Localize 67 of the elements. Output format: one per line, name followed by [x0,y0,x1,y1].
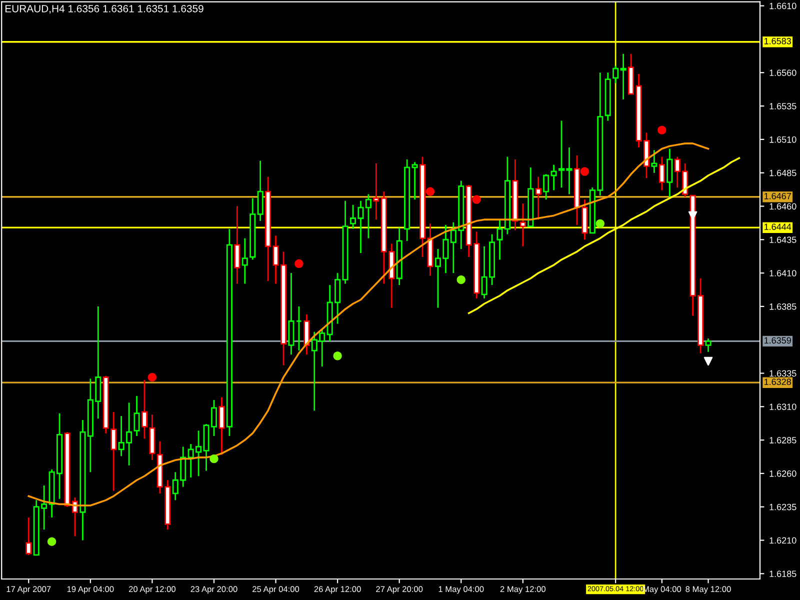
point [294,259,304,268]
x-tick-label: 25 Apr 04:00 [252,586,300,594]
y-tick-label: 1.6185 [770,570,796,578]
candlestick [141,379,148,440]
ref-line-label: 1.6328 [764,378,792,386]
x-tick-label: 8 May 12:00 [686,586,731,594]
ref-line-label: 1.6359 [764,337,791,344]
candlestick [705,338,712,353]
y-tick-label: 1.6260 [770,470,796,477]
chart-title: EURAUD,H4 1.6356 1.6361 1.6351 1.6359 [5,4,204,14]
point [658,126,666,134]
ref-line-label: 1.6583 [764,38,792,44]
candlestick [543,173,550,200]
y-tick-label: 1.6535 [770,102,796,110]
x-tick-label: 1 May 04:00 [438,586,484,594]
x-tick-label: 17 Apr 2007 [6,586,51,594]
candlestick [496,218,503,260]
candlestick [651,149,658,174]
candlestick [666,148,673,198]
y-tick-label: 1.6335 [770,370,796,377]
point [148,372,157,382]
candlestick [365,194,372,239]
candlestick [110,411,117,492]
candlestick [412,161,418,200]
y-tick-label: 1.6310 [770,404,796,410]
point [704,356,713,366]
x-tick-label: 26 Apr 12:00 [314,586,361,594]
point [47,537,56,546]
candlestick [373,162,380,220]
ref-line-label: 1.6444 [764,224,792,230]
point [580,167,590,176]
y-tick-label: 1.6435 [770,236,796,243]
candlestick [658,156,665,191]
point [333,352,342,360]
x-tick-label: 27 Apr 20:00 [376,586,423,594]
candlestick [535,176,542,220]
x-tick-label: 23 Apr 20:00 [190,586,238,594]
y-tick-label: 1.6235 [770,504,796,510]
point [456,275,466,284]
candlestick [134,395,140,437]
point [426,187,435,196]
candlestick [26,516,32,556]
y-tick-label: 1.6510 [770,136,796,143]
candlestick [218,396,225,456]
candlestick [620,53,626,100]
y-tick-label: 1.6560 [770,70,796,76]
y-tick-label: 1.6385 [770,303,796,310]
candlestick [296,306,302,352]
point [596,219,605,228]
y-tick-label: 1.6285 [770,437,796,444]
point [472,195,481,204]
point [210,454,218,464]
y-tick-label: 1.6210 [770,537,796,544]
y-tick-label: 1.6485 [770,170,796,176]
candlestick [520,202,526,248]
x-tick-label: 19 Apr 04:00 [67,586,114,594]
x-tick-label: 20 Apr 12:00 [128,586,176,594]
candlestick [234,206,240,284]
candlestick [242,238,248,284]
y-tick-label: 1.6460 [770,203,796,210]
candlestick [257,160,264,222]
candlestick [612,65,619,84]
ref-line-label: 1.6467 [764,192,791,200]
y-tick-label: 1.6610 [770,2,796,10]
y-tick-label: 1.6410 [770,270,796,276]
x-tick-label: 2 May 12:00 [500,586,546,594]
candlestick [550,164,557,191]
